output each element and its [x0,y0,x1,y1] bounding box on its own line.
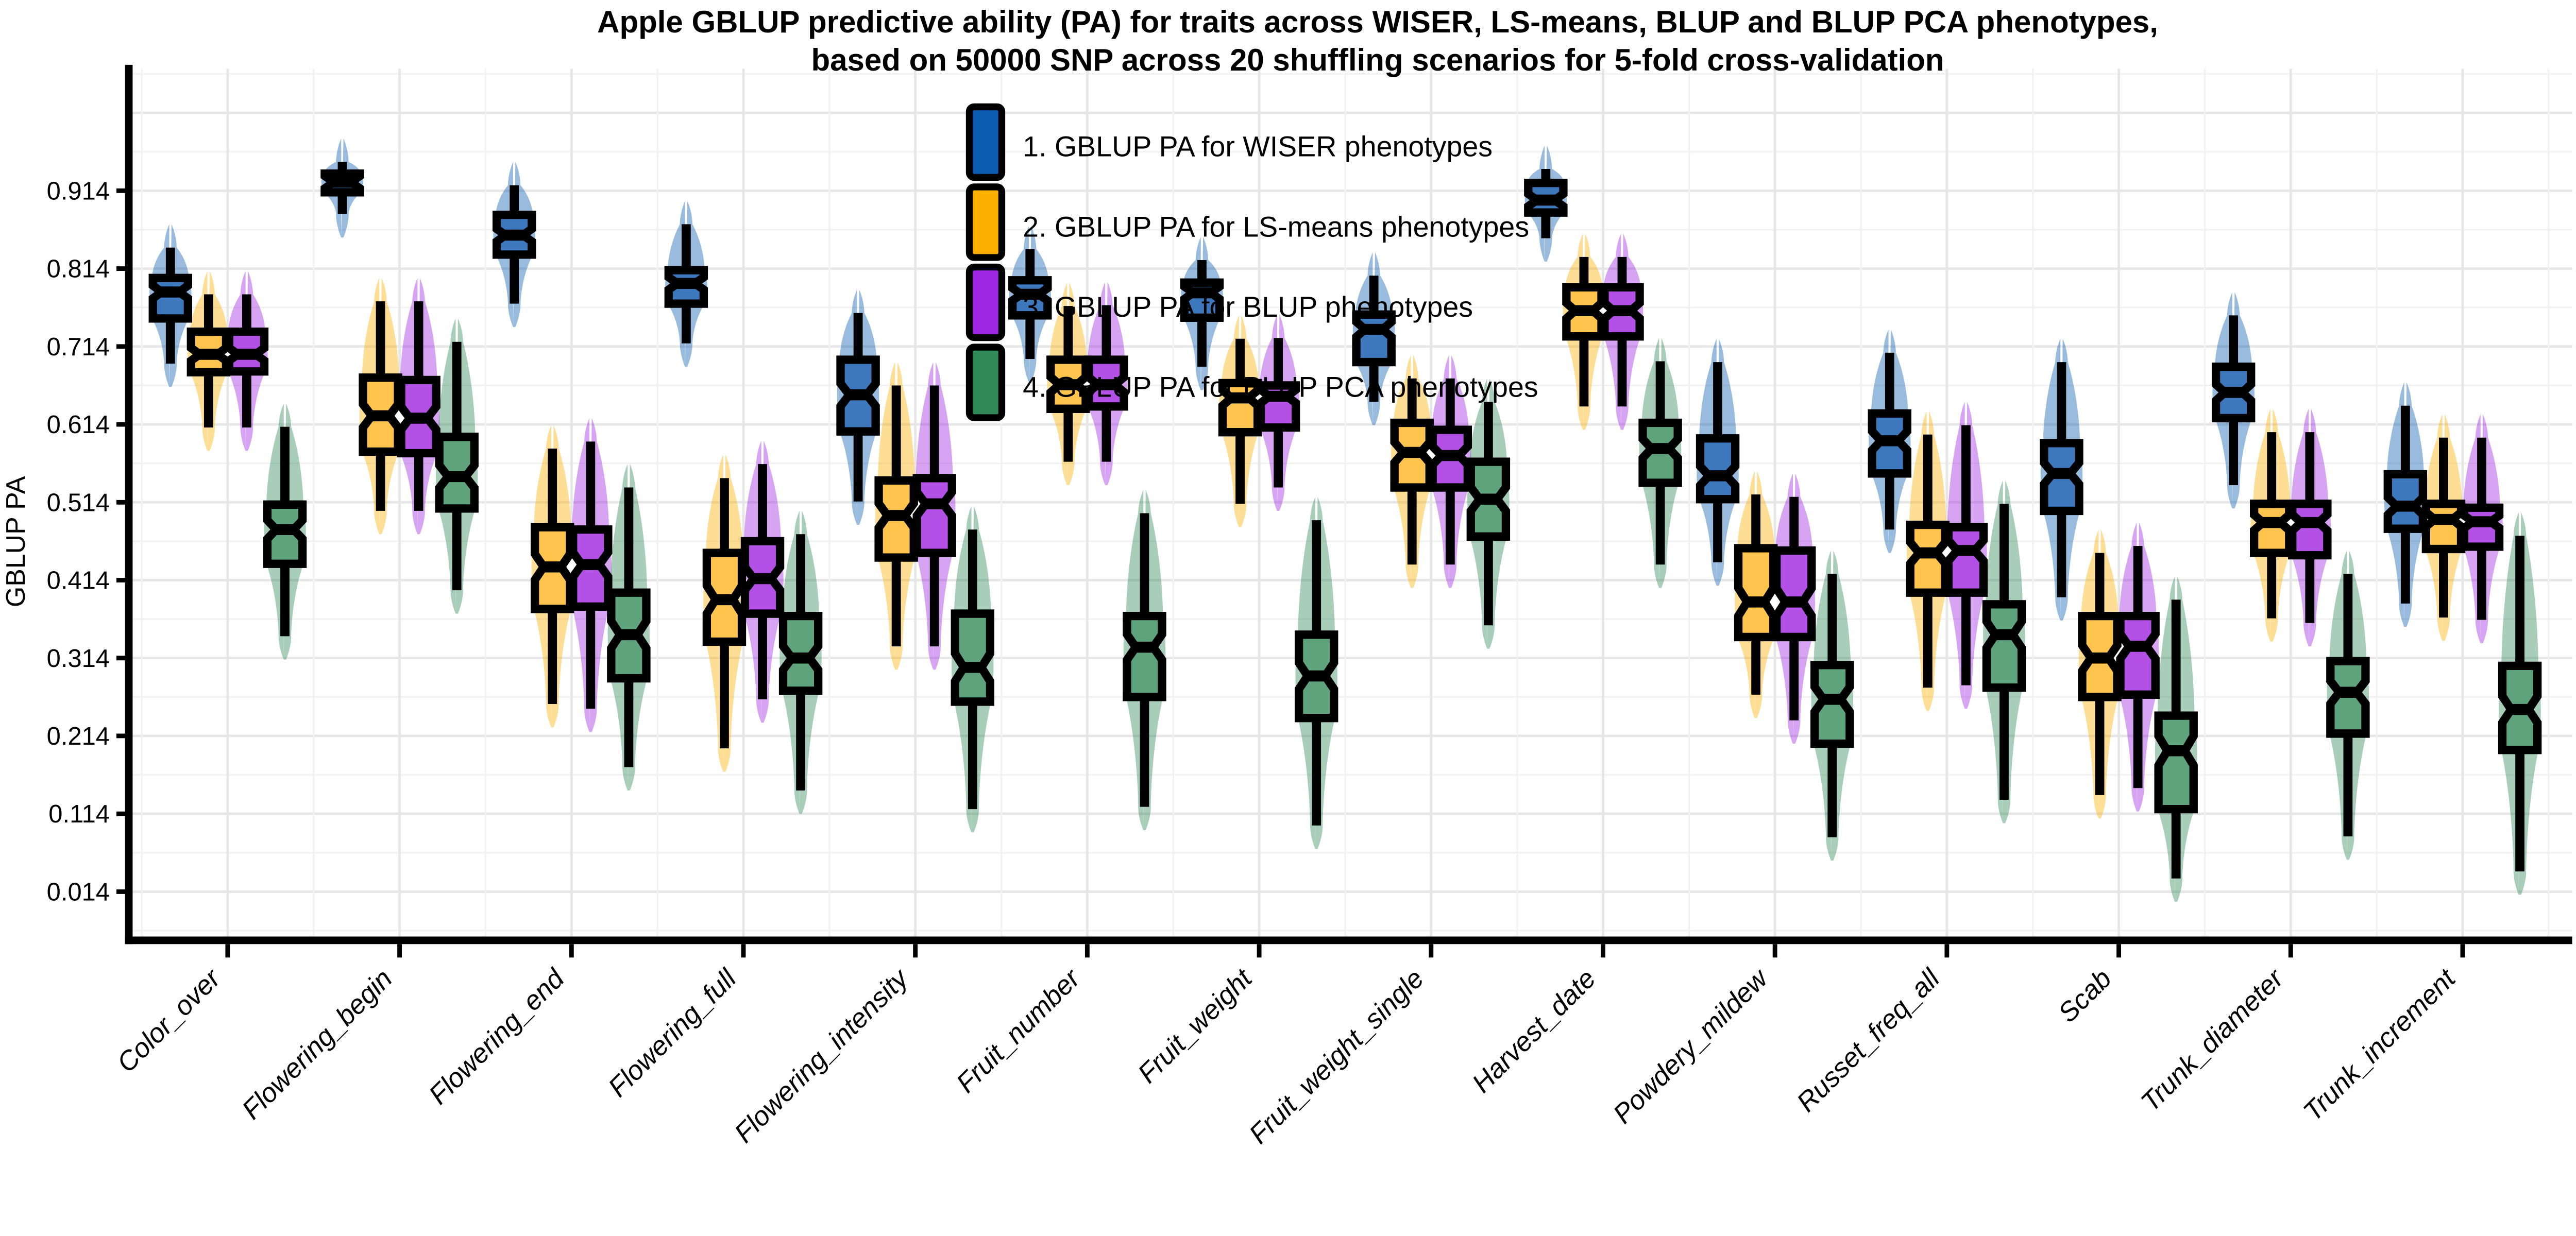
boxplot-group-Flowering_full [664,224,823,791]
legend-item-4: 4. GBLUP PA for BLUP PCA phenotypes [965,344,1538,421]
violin-Flowering_full-s1 [665,201,707,367]
violin-group-Flowering_begin [321,139,478,614]
violin-Harvest_date-s4 [1639,338,1682,588]
legend: 1. GBLUP PA for WISER phenotypes 2. GBLUP… [965,103,1538,421]
chart-title-line2: based on 50000 SNP across 20 shuffling s… [811,43,1944,77]
legend-key-1 [965,103,1006,181]
boxplot-group-Color_over [148,247,307,637]
violin-Trunk_diameter-s1 [2212,291,2255,509]
x-tick-label-Trunk_diameter: Trunk_diameter [2135,963,2290,1118]
boxplot-group-Fruit_number [1008,249,1166,807]
legend-key-4 [965,344,1006,421]
x-tick-label-Russet_freq_all: Russet_freq_all [1791,963,1946,1118]
axes-layer [116,64,2572,958]
x-tick-label-Fruit_weight_single: Fruit_weight_single [1243,963,1430,1144]
y-tick-label: 0.614 [47,411,110,439]
y-tick-label: 0.914 [47,177,110,205]
x-tick-labels: Color_over Flowering_begin Flowering_end Fl… [111,962,2462,1144]
violin-Flowering_begin-s2 [359,278,402,535]
boxplot-group-Flowering_end [492,185,651,767]
violin-Flowering_full-s2 [703,455,745,772]
violin-Fruit_number-s2 [1047,282,1090,486]
violin-Harvest_date-s3 [1601,233,1643,430]
legend-item-1: 1. GBLUP PA for WISER phenotypes [965,103,1493,181]
violin-Flowering_begin-s4 [435,318,478,614]
y-tick-label: 0.414 [47,567,110,595]
chart-title-line1: Apple GBLUP predictive ability (PA) for … [597,5,2158,39]
box-Russet_freq_all-s4 [1982,600,2026,692]
x-tick-label-Fruit_number: Fruit_number [951,963,1087,1099]
violin-Fruit_number-s4 [1123,490,1166,830]
y-tick-label: 0.214 [47,723,110,750]
y-tick-label: 0.814 [47,255,110,283]
legend-key-2 [965,183,1006,261]
box-Trunk_diameter-s3 [2288,500,2332,560]
boxplot-group-Scab [2040,362,2198,879]
legend-label-3: 3. GBLUP PA for BLUP phenotypes [1023,291,1473,323]
violin-Fruit_number-s3 [1085,282,1128,486]
violin-group-Fruit_number [1009,226,1166,830]
boxplot-group-Fruit_weight [1180,260,1338,826]
y-tick-label: 0.514 [47,489,110,517]
box-Russet_freq_all-s2 [1906,520,1950,597]
chart-figure: Apple GBLUP predictive ability (PA) for … [1,5,2572,1144]
violin-Russet_freq_all-s2 [1907,411,1949,711]
y-tick-label: 0.314 [47,645,110,673]
y-tick-label: 0.114 [48,800,110,828]
y-tick-label: 0.014 [47,878,110,906]
box-Powdery_mildew-s1 [1696,434,1740,504]
x-tick-label-Harvest_date: Harvest_date [1466,963,1602,1098]
box-Scab-s4 [2154,711,2198,814]
y-tick-labels: 0.914 0.814 0.714 0.614 0.514 0.414 0.314 0.214… [47,177,110,906]
x-tick-label-Flowering_full: Flowering_full [602,963,742,1103]
legend-label-4: 4. GBLUP PA for BLUP PCA phenotypes [1023,371,1538,403]
box-Powdery_mildew-s2 [1734,544,1778,642]
violin-group-Harvest_date [1524,145,1682,588]
legend-label-1: 1. GBLUP PA for WISER phenotypes [1023,131,1493,163]
x-tick-label-Scab: Scab [2052,963,2117,1028]
y-tick-label: 0.714 [47,333,110,361]
boxplot-group-Trunk_diameter [2211,315,2370,837]
legend-item-3: 3. GBLUP PA for BLUP phenotypes [965,263,1473,341]
box-Fruit_number-s4 [1123,611,1166,701]
box-Powdery_mildew-s3 [1772,546,1816,642]
x-tick-label-Flowering_end: Flowering_end [423,963,571,1110]
x-tick-label-Flowering_intensity: Flowering_intensity [728,963,915,1145]
x-tick-label-Flowering_begin: Flowering_begin [236,963,398,1125]
box-Flowering_intensity-s4 [951,609,995,706]
boxplot-group-Russet_freq_all [1868,352,2026,800]
box-Trunk_diameter-s2 [2250,500,2294,557]
legend-key-3 [965,263,1006,341]
violin-Flowering_end-s4 [607,464,650,791]
boxplot-group-Trunk_increment [2383,405,2542,872]
legend-label-2: 2. GBLUP PA for LS-means phenotypes [1023,211,1529,243]
violin-Flowering_full-s3 [741,440,784,723]
boxplot-group-Flowering_begin [320,162,479,591]
boxplot-layer [148,162,2542,879]
violin-Fruit_number-s1 [1009,226,1052,383]
violin-Harvest_date-s1 [1524,145,1567,262]
boxplot-group-Fruit_weight_single [1352,276,1511,626]
box-Color_over-s1 [148,273,192,323]
violin-Harvest_date-s2 [1563,233,1605,430]
gridlines-layer [129,68,2572,940]
x-tick-label-Fruit_weight: Fruit_weight [1132,963,1259,1089]
box-Russet_freq_all-s3 [1944,523,1988,597]
box-Trunk_increment-s2 [2421,500,2466,554]
boxplot-group-Powdery_mildew [1696,362,1854,837]
violin-Russet_freq_all-s1 [1869,329,1911,553]
boxplot-group-Harvest_date [1524,169,1682,565]
box-Scab-s3 [2116,611,2160,699]
x-tick-label-Trunk_increment: Trunk_increment [2297,963,2462,1127]
y-axis-title: GBLUP PA [1,476,30,607]
x-tick-label-Color_over: Color_over [111,963,227,1078]
box-Flowering_intensity-s3 [912,474,956,557]
boxplot-group-Flowering_intensity [836,313,995,810]
legend-item-2: 2. GBLUP PA for LS-means phenotypes [965,183,1529,261]
boxplot-chart: Apple GBLUP predictive ability (PA) for … [1,5,2572,1144]
violin-Flowering_begin-s3 [397,278,440,535]
x-tick-label-Powdery_mildew: Powdery_mildew [1607,962,1775,1129]
